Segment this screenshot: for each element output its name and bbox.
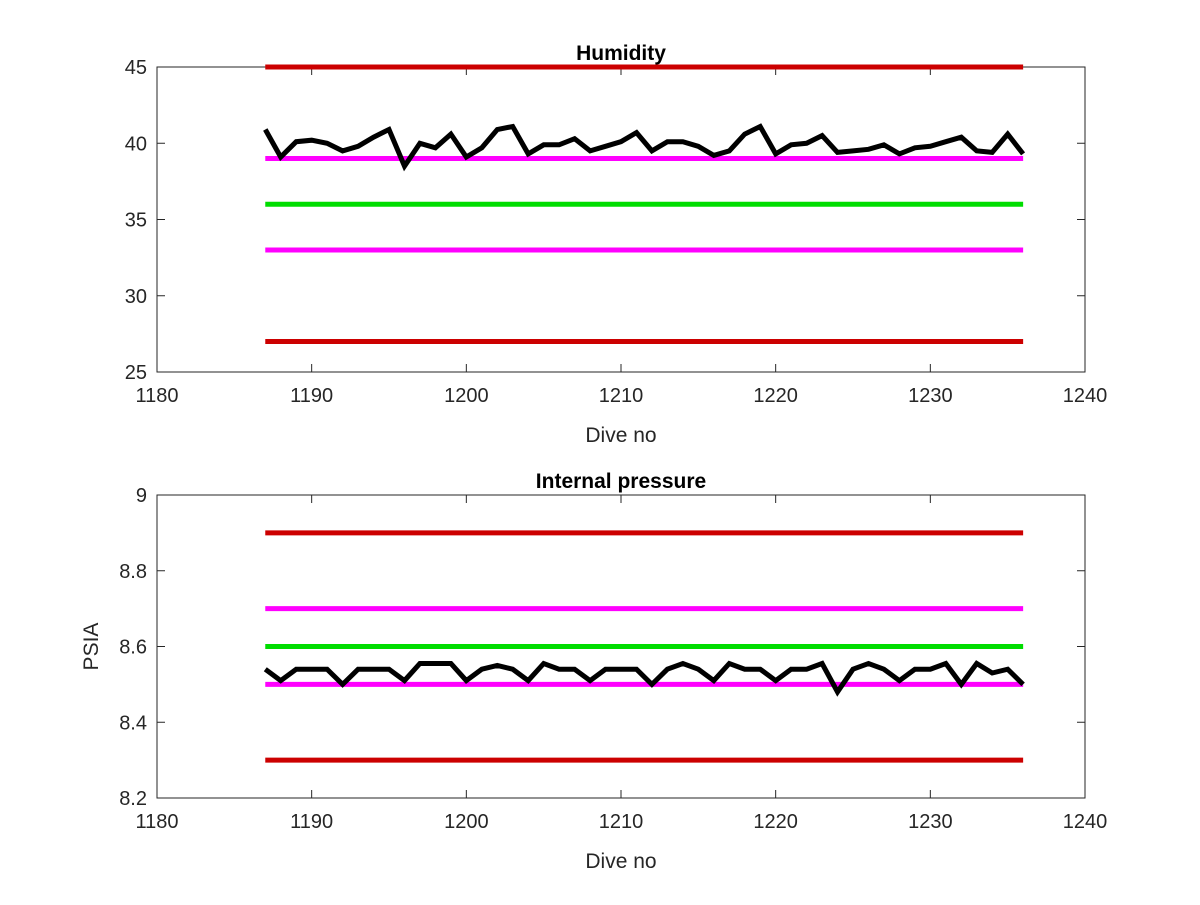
y-tick-label: 9 bbox=[136, 485, 147, 507]
data-series-line bbox=[263, 660, 1025, 697]
x-tick-label: 1190 bbox=[290, 385, 333, 407]
y-tick-label: 45 bbox=[125, 57, 147, 79]
x-tick-label: 1240 bbox=[1063, 385, 1108, 407]
x-tick-label: 1220 bbox=[753, 385, 798, 407]
y-axis-label: PSIA bbox=[80, 623, 103, 671]
x-tick-label: 1230 bbox=[908, 385, 953, 407]
x-tick-label: 1200 bbox=[444, 811, 489, 833]
y-tick-label: 30 bbox=[125, 286, 147, 308]
x-tick-label: 1220 bbox=[753, 811, 798, 833]
internal-pressure-panel: 1180 1190 1200 1210 1220 1230 1240 8.2 8.4 8.6 8.8… bbox=[80, 470, 1107, 873]
y-tick-label: 8.6 bbox=[119, 637, 147, 659]
x-tick-label: 1230 bbox=[908, 811, 953, 833]
x-tick-label: 1240 bbox=[1063, 811, 1108, 833]
x-tick-label: 1190 bbox=[290, 811, 333, 833]
chart-title: Internal pressure bbox=[536, 470, 706, 493]
chart-title: Humidity bbox=[576, 42, 666, 65]
x-tick-label: 1180 bbox=[135, 811, 178, 833]
x-tick-label: 1200 bbox=[444, 385, 489, 407]
y-tick-label: 8.4 bbox=[119, 712, 147, 734]
x-tick-label: 1180 bbox=[135, 385, 178, 407]
x-axis-label: Dive no bbox=[585, 424, 656, 447]
x-tick-label: 1210 bbox=[599, 811, 644, 833]
y-tick-label: 35 bbox=[125, 210, 147, 232]
humidity-panel: 1180 1190 1200 1210 1220 1230 1240 25 30 35 40 45 Hu… bbox=[125, 42, 1108, 447]
y-tick-label: 40 bbox=[125, 133, 147, 155]
plot-area bbox=[156, 66, 1086, 373]
x-axis-label: Dive no bbox=[585, 850, 656, 873]
x-tick-label: 1210 bbox=[599, 385, 644, 407]
y-tick-label: 8.8 bbox=[119, 561, 147, 583]
y-tick-label: 25 bbox=[125, 362, 147, 384]
data-series-line bbox=[263, 123, 1026, 172]
y-tick-label: 8.2 bbox=[119, 788, 147, 810]
